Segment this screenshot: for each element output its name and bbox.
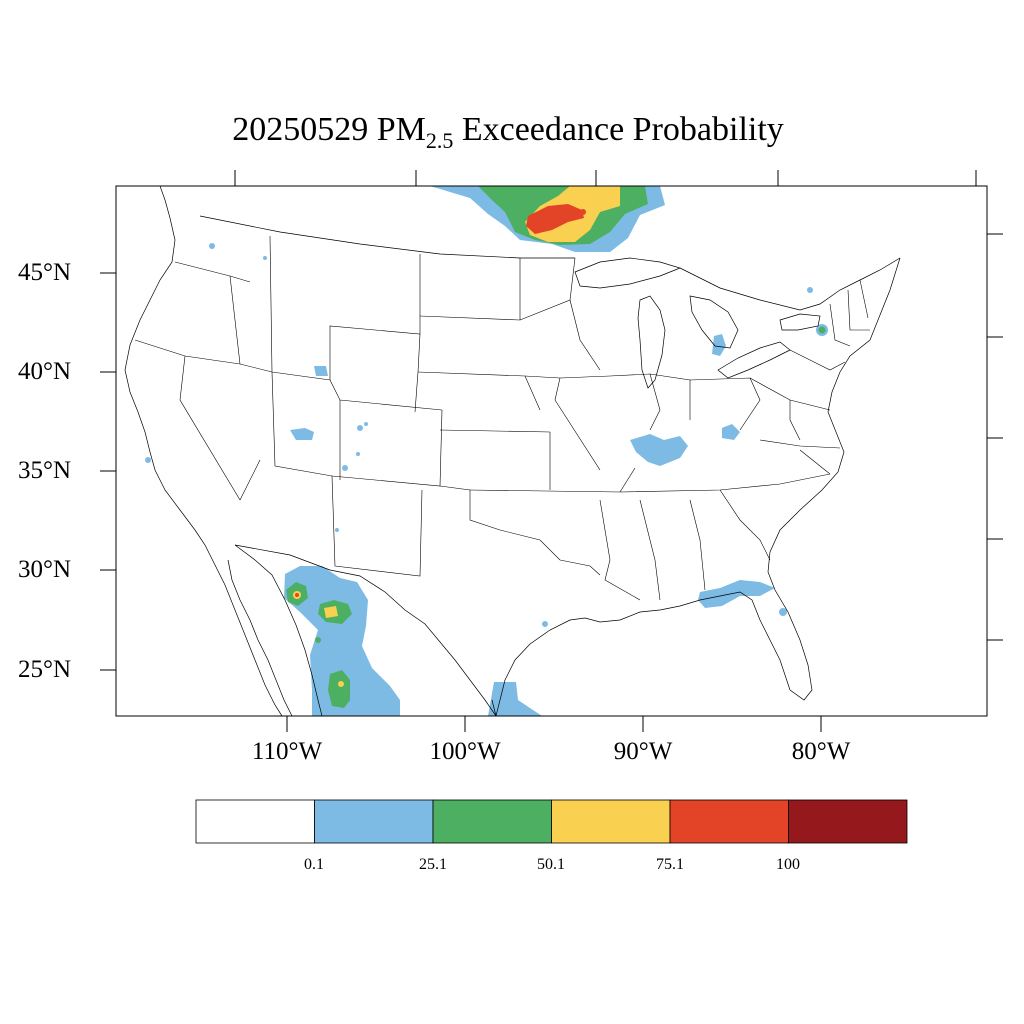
contour-blue-nm (356, 452, 360, 456)
contour-yellow-sw-3 (338, 681, 344, 687)
lat-label-35: 35°N (18, 457, 72, 484)
contour-red-sw-dot (295, 593, 299, 597)
colorbar-label-4: 100 (776, 856, 800, 873)
contour-blue-ne-dot (807, 287, 813, 293)
lake-ontario (779, 313, 821, 331)
contour-green-sw-3 (328, 670, 350, 708)
contour-blue-wa (209, 243, 215, 249)
map-title: 20250529 PM2.5 Exceedance Probability (0, 108, 1024, 152)
frame-ticks (100, 170, 1003, 732)
contour-red-north-dot (580, 209, 586, 215)
lon-label-80w: 80°W (791, 738, 851, 765)
us-canada-border-east (679, 257, 901, 311)
contour-blue-mi (712, 334, 726, 356)
contour-blue-az2 (335, 528, 339, 532)
lake-erie (717, 341, 791, 379)
contour-blue-ov2 (722, 424, 740, 440)
colorbar-label-2: 50.1 (537, 856, 565, 873)
us-mexico-border (234, 544, 497, 716)
us-canada-border (199, 215, 575, 259)
mexico-gulf-coast (491, 699, 497, 716)
lon-label-110w: 110°W (251, 738, 323, 765)
title-subscript: 2.5 (425, 128, 454, 153)
contour-green-ny (818, 326, 826, 334)
contour-blue-co (357, 425, 363, 431)
lon-label-90w: 90°W (613, 738, 673, 765)
atlantic-coastline (495, 257, 901, 716)
lat-label-25: 25°N (18, 656, 72, 683)
lon-label-100w: 100°W (429, 738, 501, 765)
colorbar-label-0: 0.1 (304, 856, 324, 873)
lake-huron (689, 295, 739, 349)
baja-coastline (227, 559, 293, 716)
contour-green-sw-4 (315, 637, 321, 643)
contour-blue-fl (698, 580, 775, 608)
lat-label-30: 30°N (18, 556, 72, 583)
mexico-west-coast (234, 544, 323, 716)
boundaries (124, 186, 901, 716)
contour-blue-id (263, 256, 267, 260)
colorbar-label-1: 25.1 (419, 856, 447, 873)
contour-blue-co2 (364, 422, 368, 426)
map-frame (115, 185, 988, 717)
contour-blue-ov (630, 434, 688, 466)
contour-blue-ut (290, 428, 314, 440)
contour-blue-wy (314, 366, 328, 376)
contour-blue-tx (488, 682, 542, 716)
contour-blue-ca (145, 457, 151, 463)
contour-yellow-sw-1 (324, 606, 338, 618)
lake-superior (574, 257, 682, 289)
title-prefix: 20250529 PM (232, 111, 426, 148)
pacific-coastline (124, 186, 283, 716)
contour-blue-tx-dot (542, 621, 548, 627)
colorbar-label-3: 75.1 (656, 856, 684, 873)
contour-blue-fl-dot (779, 608, 787, 616)
lake-michigan (637, 295, 666, 389)
lat-label-45: 45°N (18, 259, 72, 286)
probability-contours (145, 186, 828, 716)
contour-red-north (526, 204, 584, 234)
contour-blue-az (342, 465, 348, 471)
state-lines (134, 235, 870, 601)
title-suffix: Exceedance Probability (453, 111, 784, 148)
lat-label-40: 40°N (18, 358, 72, 385)
